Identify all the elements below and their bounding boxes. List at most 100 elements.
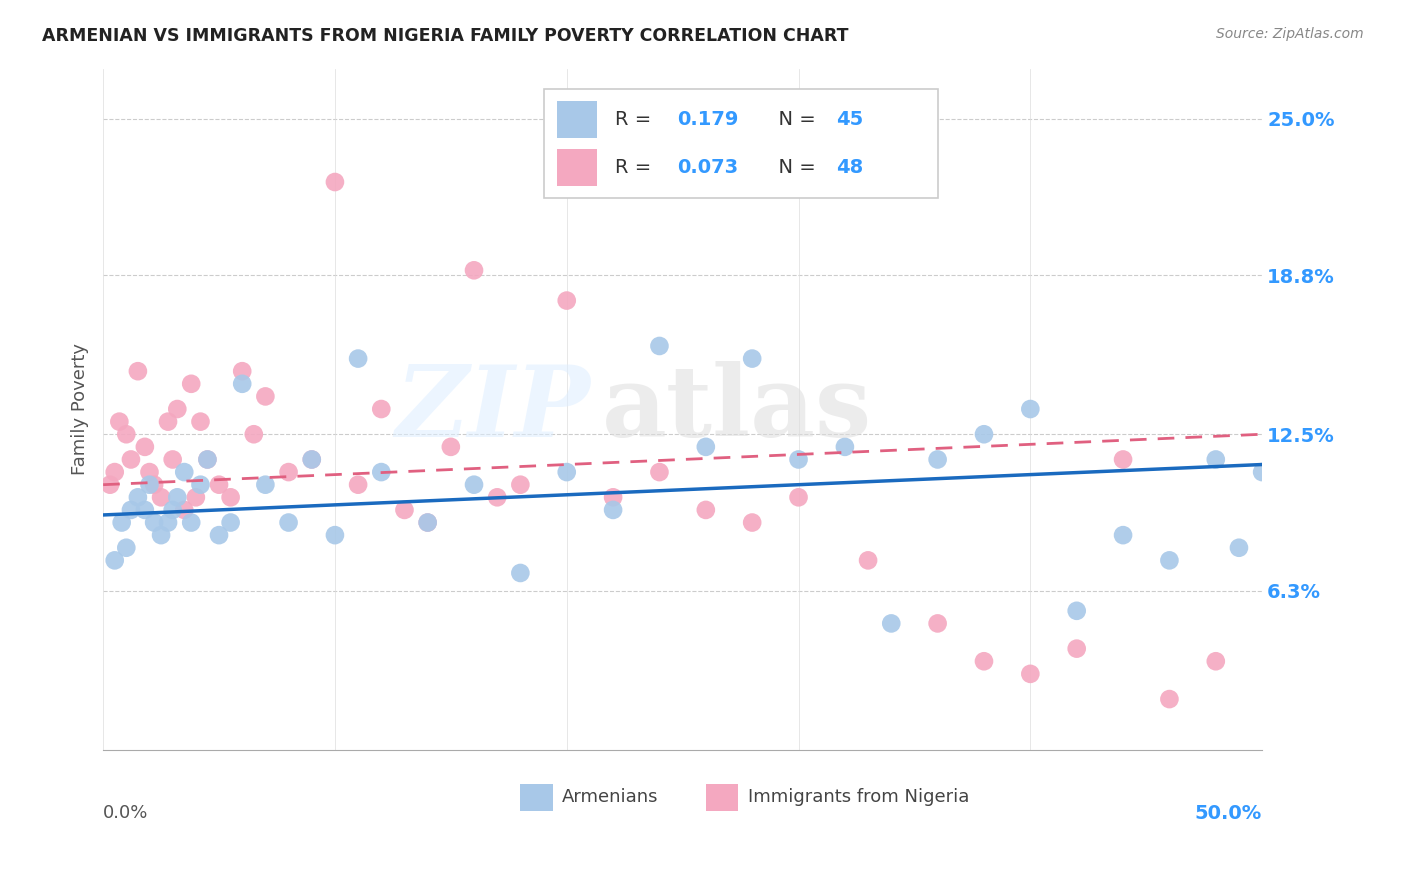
- Point: [197, 452, 219, 467]
- FancyBboxPatch shape: [557, 149, 598, 186]
- Point: [416, 516, 439, 530]
- Point: [219, 491, 242, 505]
- Text: 48: 48: [835, 158, 863, 177]
- Point: [1066, 641, 1088, 656]
- Point: [741, 351, 763, 366]
- Point: [143, 477, 166, 491]
- Point: [208, 528, 231, 542]
- Point: [115, 541, 138, 555]
- Point: [243, 427, 266, 442]
- Point: [1159, 692, 1181, 706]
- Point: [254, 389, 277, 403]
- Text: 50.0%: 50.0%: [1195, 804, 1263, 823]
- Point: [463, 477, 485, 491]
- Text: N =: N =: [766, 158, 823, 177]
- Text: R =: R =: [616, 110, 658, 129]
- Point: [394, 503, 416, 517]
- Point: [648, 339, 671, 353]
- Point: [157, 415, 180, 429]
- Point: [648, 465, 671, 479]
- Text: Immigrants from Nigeria: Immigrants from Nigeria: [748, 789, 969, 806]
- Point: [134, 440, 156, 454]
- Point: [162, 503, 184, 517]
- Point: [323, 175, 346, 189]
- Point: [463, 263, 485, 277]
- Point: [370, 402, 392, 417]
- Point: [1205, 654, 1227, 668]
- Point: [184, 491, 207, 505]
- Point: [120, 503, 142, 517]
- Point: [231, 364, 253, 378]
- Point: [180, 516, 202, 530]
- Text: Armenians: Armenians: [562, 789, 658, 806]
- Point: [440, 440, 463, 454]
- Text: R =: R =: [616, 158, 658, 177]
- Point: [138, 477, 160, 491]
- Point: [347, 477, 370, 491]
- Point: [115, 427, 138, 442]
- Point: [104, 465, 127, 479]
- Point: [602, 491, 624, 505]
- Point: [555, 465, 578, 479]
- Point: [416, 516, 439, 530]
- Point: [138, 465, 160, 479]
- Point: [180, 376, 202, 391]
- Point: [127, 364, 149, 378]
- Point: [509, 566, 531, 580]
- Point: [347, 351, 370, 366]
- Point: [973, 427, 995, 442]
- Point: [219, 516, 242, 530]
- FancyBboxPatch shape: [520, 783, 553, 811]
- Text: atlas: atlas: [602, 360, 872, 458]
- Text: 45: 45: [835, 110, 863, 129]
- Point: [787, 491, 810, 505]
- Point: [111, 516, 134, 530]
- Point: [1227, 541, 1250, 555]
- Point: [856, 553, 879, 567]
- Point: [150, 491, 173, 505]
- Point: [197, 452, 219, 467]
- Y-axis label: Family Poverty: Family Poverty: [72, 343, 89, 475]
- Point: [880, 616, 903, 631]
- Point: [1019, 402, 1042, 417]
- Text: ARMENIAN VS IMMIGRANTS FROM NIGERIA FAMILY POVERTY CORRELATION CHART: ARMENIAN VS IMMIGRANTS FROM NIGERIA FAMI…: [42, 27, 849, 45]
- Point: [301, 452, 323, 467]
- Point: [157, 516, 180, 530]
- Text: 0.179: 0.179: [676, 110, 738, 129]
- Point: [973, 654, 995, 668]
- Point: [1019, 666, 1042, 681]
- Point: [166, 491, 188, 505]
- Point: [173, 503, 195, 517]
- Point: [173, 465, 195, 479]
- Point: [1251, 465, 1274, 479]
- Point: [108, 415, 131, 429]
- Point: [1205, 452, 1227, 467]
- FancyBboxPatch shape: [706, 783, 738, 811]
- Point: [104, 553, 127, 567]
- Point: [134, 503, 156, 517]
- Point: [120, 452, 142, 467]
- Point: [162, 452, 184, 467]
- Point: [927, 616, 949, 631]
- Point: [166, 402, 188, 417]
- Point: [277, 516, 299, 530]
- Point: [555, 293, 578, 308]
- Point: [927, 452, 949, 467]
- Point: [1066, 604, 1088, 618]
- Point: [208, 477, 231, 491]
- Text: ZIP: ZIP: [395, 360, 591, 458]
- Point: [1159, 553, 1181, 567]
- Point: [486, 491, 509, 505]
- Point: [509, 477, 531, 491]
- Point: [150, 528, 173, 542]
- Point: [602, 503, 624, 517]
- Point: [695, 503, 717, 517]
- FancyBboxPatch shape: [557, 101, 598, 138]
- Text: 0.0%: 0.0%: [103, 804, 149, 822]
- Point: [370, 465, 392, 479]
- Point: [143, 516, 166, 530]
- Point: [277, 465, 299, 479]
- Text: Source: ZipAtlas.com: Source: ZipAtlas.com: [1216, 27, 1364, 41]
- Point: [695, 440, 717, 454]
- Point: [1112, 528, 1135, 542]
